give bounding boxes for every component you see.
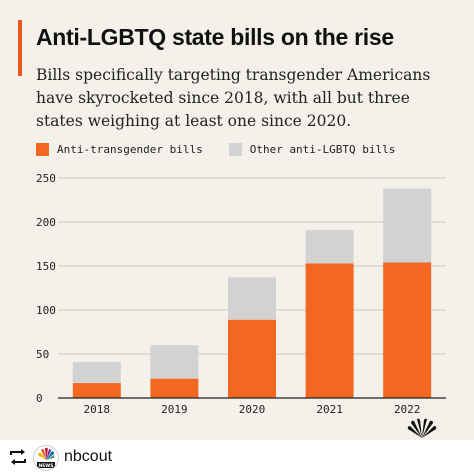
- repost-icon[interactable]: [8, 449, 28, 465]
- y-tick-label: 250: [36, 172, 56, 185]
- bar-other-anti-lgbtq: [383, 188, 432, 263]
- x-tick-label: 2021: [316, 403, 343, 416]
- repost-footer: NEWS nbcout: [0, 440, 474, 474]
- account-handle[interactable]: nbcout: [64, 448, 113, 465]
- legend-item-anti-trans: Anti-transgender bills: [36, 143, 203, 156]
- stacked-bar-chart: 0 50 100 150 200 250 2018 2019 2020 2021 2022: [36, 172, 446, 416]
- nbc-news-avatar-icon: NEWS: [34, 446, 58, 470]
- legend-swatch-other: [228, 143, 242, 156]
- y-tick-label: 0: [36, 392, 43, 405]
- bar-other-anti-lgbtq: [72, 361, 121, 384]
- bar-other-anti-lgbtq: [305, 229, 354, 264]
- x-tick-label: 2022: [394, 403, 421, 416]
- x-tick-label: 2019: [161, 403, 188, 416]
- bar-anti-transgender: [383, 262, 432, 398]
- chart-title: Anti-LGBTQ state bills on the rise: [36, 24, 394, 50]
- y-tick-label: 100: [36, 304, 56, 317]
- bar-anti-transgender: [305, 263, 354, 398]
- avatar[interactable]: NEWS: [33, 445, 59, 471]
- legend-label-other: Other anti-LGBTQ bills: [249, 143, 396, 156]
- nbc-peacock-logo: [407, 418, 437, 438]
- y-tick-label: 50: [36, 348, 49, 361]
- y-tick-label: 200: [36, 216, 56, 229]
- chart-legend: Anti-transgender bills Other anti-LGBTQ …: [36, 143, 421, 156]
- y-tick-label: 150: [36, 260, 56, 273]
- accent-bar: [18, 20, 22, 76]
- avatar-text: NEWS: [38, 463, 53, 469]
- x-tick-label: 2018: [84, 403, 111, 416]
- legend-label-anti-trans: Anti-transgender bills: [57, 143, 203, 156]
- legend-item-other: Other anti-LGBTQ bills: [228, 143, 396, 156]
- bar-anti-transgender: [72, 383, 121, 398]
- legend-swatch-anti-trans: [36, 143, 49, 156]
- bar-anti-transgender: [150, 378, 199, 398]
- chart-subtitle: Bills specifically targeting transgender…: [36, 66, 431, 130]
- bar-other-anti-lgbtq: [228, 277, 276, 320]
- bar-anti-transgender: [228, 319, 276, 398]
- x-tick-label: 2020: [239, 403, 266, 416]
- bar-other-anti-lgbtq: [150, 345, 199, 379]
